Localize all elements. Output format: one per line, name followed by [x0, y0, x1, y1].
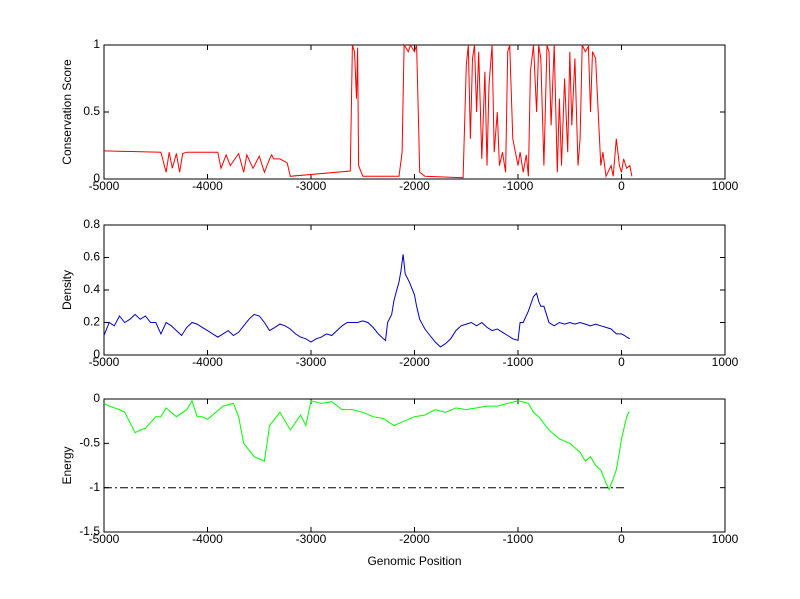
y-tick-label: 0.8	[83, 217, 100, 231]
x-tick-label: 1000	[712, 532, 739, 546]
axes-box	[103, 224, 726, 356]
x-tick-label: -3000	[296, 179, 327, 193]
y-axis-label: Density	[60, 270, 74, 310]
x-tick-label: -5000	[89, 355, 120, 369]
series-line	[103, 399, 630, 491]
x-tick-label: -3000	[296, 532, 327, 546]
series-line	[103, 254, 631, 348]
x-tick-label: 1000	[712, 355, 739, 369]
x-tick-label: -3000	[296, 355, 327, 369]
x-tick-label: 0	[618, 179, 625, 193]
x-tick-label: -4000	[192, 355, 223, 369]
x-tick-label: -1000	[503, 355, 534, 369]
y-tick-label: 0	[93, 347, 100, 361]
y-axis-label: Conservation Score	[60, 59, 74, 165]
axes-box	[103, 44, 726, 180]
y-tick-label: 0	[93, 171, 100, 185]
x-tick-label: -5000	[89, 532, 120, 546]
x-tick-label: 0	[618, 532, 625, 546]
x-tick-label: -2000	[399, 532, 430, 546]
y-tick-label: -1	[89, 480, 100, 494]
x-tick-label: -2000	[399, 179, 430, 193]
y-tick-label: 1	[93, 37, 100, 51]
x-axis-label: Genomic Position	[367, 554, 461, 568]
series-line	[103, 43, 633, 179]
x-tick-label: -4000	[192, 179, 223, 193]
x-tick-label: -1000	[503, 179, 534, 193]
x-tick-label: -2000	[399, 355, 430, 369]
x-tick-label: -5000	[89, 179, 120, 193]
x-tick-label: 1000	[712, 179, 739, 193]
y-tick-label: -0.5	[79, 436, 100, 450]
axes-box	[103, 398, 726, 533]
x-tick-label: -4000	[192, 532, 223, 546]
y-axis-label: Energy	[60, 446, 74, 484]
y-tick-label: 0.6	[83, 250, 100, 264]
y-tick-label: 0.2	[83, 315, 100, 329]
y-tick-label: 0	[93, 391, 100, 405]
x-tick-label: 0	[618, 355, 625, 369]
x-tick-label: -1000	[503, 532, 534, 546]
y-tick-label: 0.5	[83, 104, 100, 118]
y-tick-label: -1.5	[79, 524, 100, 538]
y-tick-label: 0.4	[83, 282, 100, 296]
